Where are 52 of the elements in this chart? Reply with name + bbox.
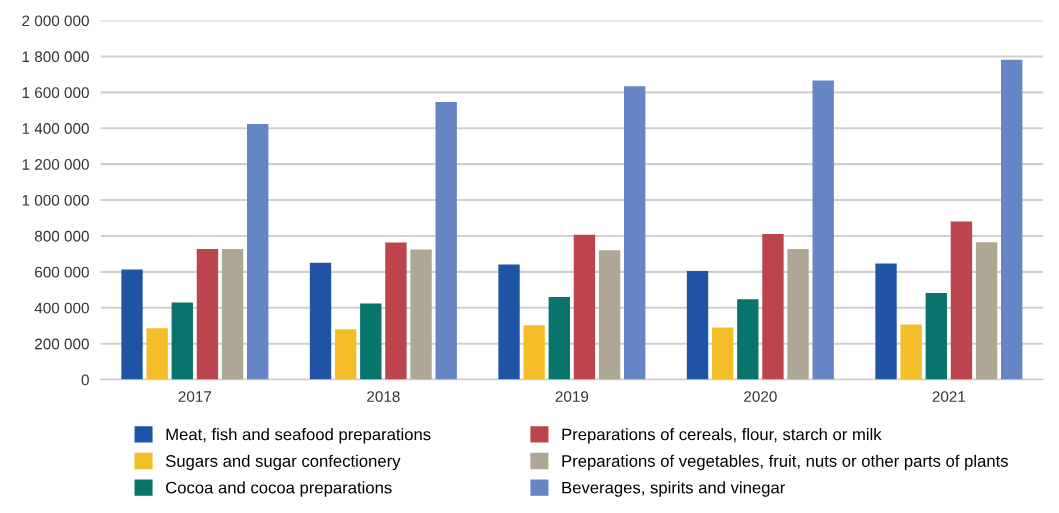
x-tick-label: 2019 xyxy=(555,391,589,402)
y-tick-label: 1 000 000 xyxy=(22,194,89,206)
bar xyxy=(737,299,759,380)
x-tick-label: 2018 xyxy=(367,391,400,402)
bar xyxy=(309,262,332,380)
y-tick-label: 1 600 000 xyxy=(22,87,89,99)
y-tick-label: 1 200 000 xyxy=(22,159,89,170)
bar xyxy=(385,242,407,380)
bar xyxy=(548,297,570,380)
bar xyxy=(1001,59,1023,380)
bar xyxy=(900,324,922,380)
legend-label: Cocoa and cocoa preparations xyxy=(166,481,392,497)
bar xyxy=(686,270,709,380)
bar xyxy=(573,234,596,380)
bar xyxy=(435,102,457,380)
bar xyxy=(925,292,947,380)
bar xyxy=(711,327,734,380)
bar xyxy=(762,234,784,380)
bar xyxy=(875,263,897,380)
y-tick-label: 400 000 xyxy=(34,302,89,314)
bar xyxy=(624,86,646,380)
legend-label: Preparations of vegetables, fruit, nuts or other parts of plants xyxy=(562,454,1008,471)
y-tick-label: 0 xyxy=(81,374,89,386)
y-tick-label: 200 000 xyxy=(35,338,89,350)
bar xyxy=(334,329,357,380)
bar xyxy=(523,325,545,380)
legend-label: Sugars and sugar confectionery xyxy=(165,454,401,471)
bar xyxy=(598,250,621,380)
bar xyxy=(146,328,168,380)
y-tick-label: 800 000 xyxy=(34,230,89,242)
x-tick-label: 2017 xyxy=(178,391,212,402)
bar xyxy=(950,221,973,380)
y-tick-label: 2 000 000 xyxy=(22,15,89,27)
bar xyxy=(360,303,382,380)
bar xyxy=(975,242,998,380)
legend-label: Meat, fish and seafood preparations xyxy=(166,428,431,444)
legend-label: Preparations of cereals, flour, starch or milk xyxy=(562,428,882,444)
bar xyxy=(247,123,269,380)
bar xyxy=(221,249,244,380)
bar xyxy=(498,264,520,380)
legend-label: Beverages, spirits and vinegar xyxy=(562,481,785,497)
x-tick-label: 2020 xyxy=(744,391,777,402)
bar xyxy=(196,249,219,380)
y-tick-label: 600 000 xyxy=(35,266,89,278)
x-tick-label: 2021 xyxy=(932,391,966,402)
y-tick-label: 1 800 000 xyxy=(22,51,89,63)
bar xyxy=(121,269,143,380)
bar xyxy=(410,249,432,380)
y-tick-label: 1 400 000 xyxy=(22,123,89,134)
bar xyxy=(171,302,193,380)
bar xyxy=(812,80,834,380)
bar xyxy=(787,249,809,380)
